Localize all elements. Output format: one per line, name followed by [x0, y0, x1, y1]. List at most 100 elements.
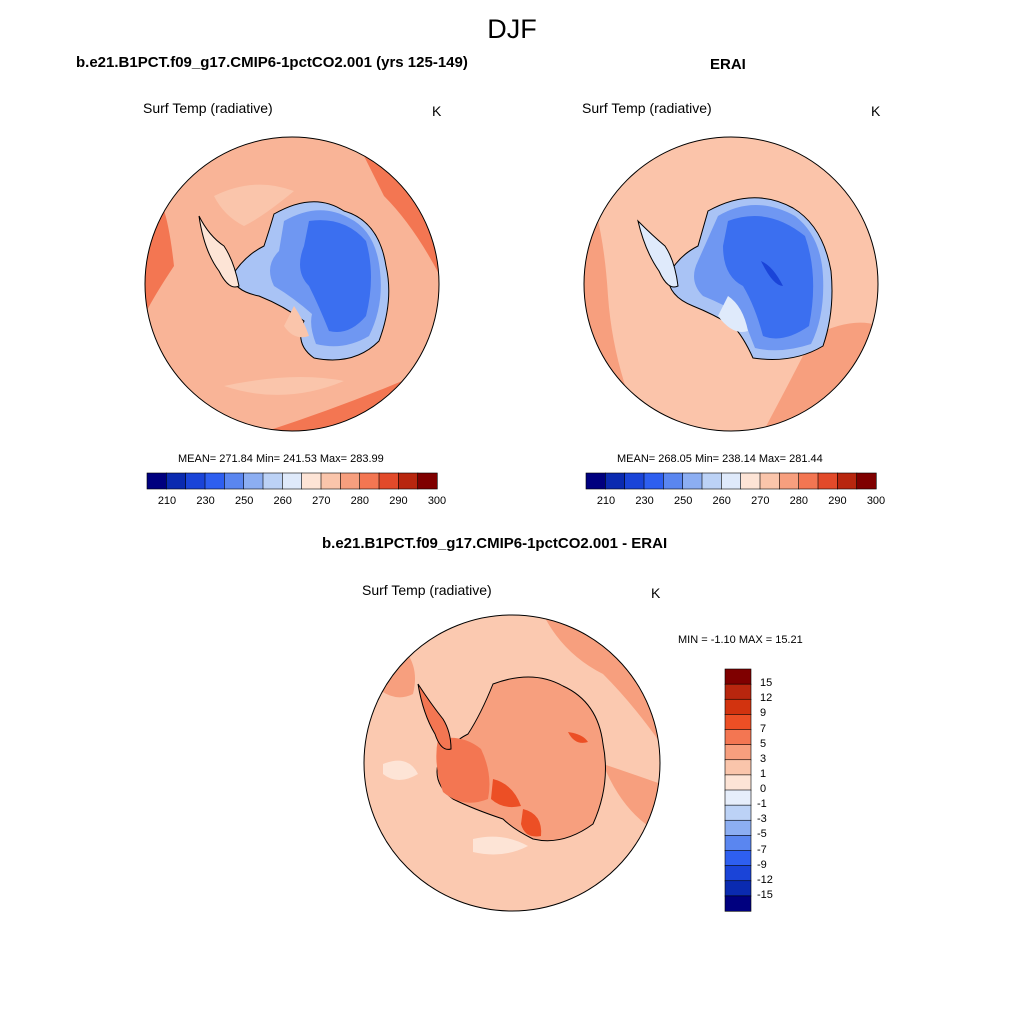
diff-colorbar-tick: -1 [757, 798, 767, 811]
model-colorbar-box [340, 472, 361, 490]
model-map [144, 136, 440, 432]
model-colorbar-tick: 290 [389, 495, 408, 507]
obs-colorbar-tick: 230 [635, 495, 654, 507]
obs-colorbar-tick: 300 [866, 495, 886, 507]
model-colorbar-box [282, 472, 303, 490]
obs-cold-spot [761, 261, 783, 286]
model-colorbar [146, 472, 438, 490]
diff-colorbar-tick: -12 [757, 873, 773, 886]
obs-colorbar [585, 472, 877, 490]
diff-colorbar-tick: 5 [760, 737, 767, 750]
model-colorbar-box [243, 472, 264, 490]
model-units-label: K [432, 103, 442, 119]
diff-colorbar-box [724, 744, 752, 761]
diff-peninsula [417, 683, 452, 750]
model-colorbar-box [378, 472, 399, 490]
obs-colorbar-box [585, 472, 606, 490]
diff-colorbar-box [724, 789, 752, 806]
diff-colorbar-box [724, 698, 752, 715]
obs-colorbar-box [663, 472, 684, 490]
obs-colorbar-ticks: 210 230 250 260 270 280 290 300 [586, 495, 885, 509]
model-colorbar-box [417, 472, 438, 490]
diff-warm-region-right [603, 764, 660, 834]
diff-strong-warming-shelf [491, 779, 521, 808]
diff-colorbar-tick: 7 [760, 722, 767, 735]
diff-colorbar-box [724, 729, 752, 746]
diff-field-label: Surf Temp (radiative) [362, 582, 492, 598]
model-ross-shelf [284, 306, 309, 338]
obs-ross-shelf [718, 296, 748, 332]
season-title: DJF [487, 14, 537, 44]
model-colorbar-tick: 230 [196, 495, 215, 507]
model-colorbar-box [204, 472, 225, 490]
model-cool-ocean-2 [224, 377, 344, 395]
obs-colorbar-tick: 280 [789, 495, 809, 507]
obs-colorbar-box [624, 472, 645, 490]
obs-colorbar-box [798, 472, 819, 490]
diff-colorbar-tick: -5 [757, 828, 767, 841]
model-colorbar-box [185, 472, 206, 490]
diff-neutral-patch-1 [473, 836, 528, 855]
obs-colorbar-tick: 290 [828, 495, 847, 507]
model-colorbar-box [224, 472, 245, 490]
model-colorbar-box [301, 472, 322, 490]
model-colorbar-box [262, 472, 283, 490]
obs-colorbar-box [605, 472, 626, 490]
model-colorbar-box [320, 472, 341, 490]
obs-colorbar-box [701, 472, 722, 490]
diff-panel-title: b.e21.B1PCT.f09_g17.CMIP6-1pctCO2.001 - … [322, 535, 668, 552]
obs-colorbar-box [856, 472, 877, 490]
obs-colorbar-tick: 260 [712, 495, 731, 507]
obs-units-label: K [871, 103, 881, 119]
diff-colorbar-box [724, 668, 752, 685]
obs-map [583, 136, 879, 432]
obs-field-label: Surf Temp (radiative) [582, 100, 712, 116]
model-cool-ocean [214, 184, 294, 226]
diff-colorbar-tick: -7 [757, 843, 767, 856]
obs-colorbar-box [721, 472, 742, 490]
model-colorbar-box [359, 472, 380, 490]
diff-colorbar-box [724, 850, 752, 867]
diff-colorbar-tick: -3 [757, 813, 767, 826]
obs-colorbar-box [759, 472, 780, 490]
obs-peninsula [637, 219, 679, 288]
obs-colorbar-box [682, 472, 703, 490]
diff-colorbar-box [724, 774, 752, 791]
obs-colorbar-box [817, 472, 838, 490]
diff-stats: MIN = -1.10 MAX = 15.21 [678, 634, 803, 646]
model-antarctica-core [300, 220, 371, 332]
diff-colorbar-tick: 3 [760, 752, 767, 765]
obs-antarctica-core [723, 216, 814, 339]
diff-neutral-patch-2 [383, 760, 418, 780]
diff-colorbar-tick: -15 [757, 888, 773, 901]
diff-colorbar-tick: 9 [760, 707, 767, 720]
diff-units-label: K [651, 585, 661, 601]
obs-colorbar-tick: 250 [673, 495, 693, 507]
obs-colorbar-box [643, 472, 664, 490]
diff-colorbar-box [724, 835, 752, 852]
diff-strong-warming-east [568, 732, 588, 743]
obs-colorbar-box [740, 472, 761, 490]
diff-colorbar-tick: 0 [760, 783, 767, 795]
diff-colorbar-box [724, 759, 752, 776]
diff-strong-warming-west [436, 737, 490, 803]
diff-colorbar-box [724, 865, 752, 882]
model-colorbar-box [166, 472, 187, 490]
obs-colorbar-tick: 210 [596, 495, 616, 507]
diff-warm-region-left [373, 634, 415, 698]
obs-panel-title: ERAI [710, 56, 746, 73]
diff-colorbar-box [724, 895, 752, 912]
diff-colorbar-box [724, 880, 752, 897]
diff-colorbar-tick: 12 [760, 692, 773, 705]
model-stats: MEAN= 271.84 Min= 241.53 Max= 283.99 [178, 453, 384, 465]
diff-colorbar-box [724, 683, 752, 700]
diff-colorbar-box [724, 819, 752, 836]
model-colorbar-tick: 300 [427, 495, 447, 507]
obs-colorbar-box [837, 472, 858, 490]
model-colorbar-tick: 210 [157, 495, 177, 507]
diff-colorbar [724, 668, 752, 912]
diff-colorbar-tick: 15 [760, 677, 773, 690]
diff-colorbar-box [724, 714, 752, 731]
model-panel-title: b.e21.B1PCT.f09_g17.CMIP6-1pctCO2.001 (y… [76, 54, 468, 71]
model-colorbar-ticks: 210 230 250 260 270 280 290 300 [147, 495, 446, 509]
